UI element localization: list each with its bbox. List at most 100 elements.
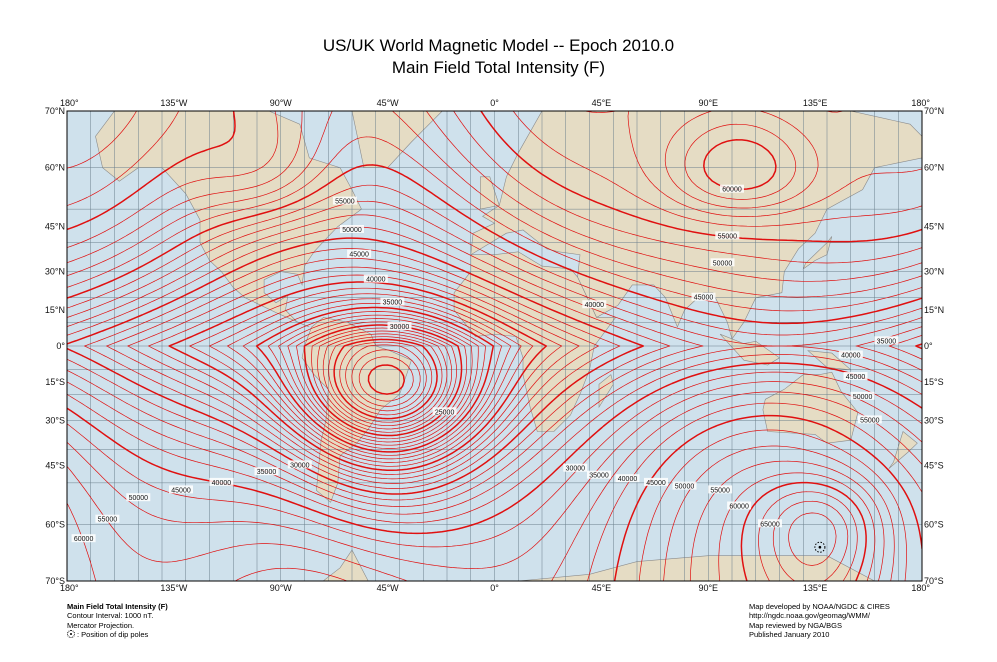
contour-line — [67, 164, 922, 535]
contour-label: 45000 — [347, 249, 372, 259]
contour-label-text: 55000 — [718, 233, 738, 240]
contour-label-bg — [254, 467, 279, 476]
contour-label-bg — [615, 474, 640, 483]
credit-published: Published January 2010 — [749, 630, 830, 640]
contour-label: 35000 — [380, 297, 405, 307]
credit-url: http://ngdc.noaa.gov/geomag/WMM/ — [749, 611, 870, 621]
contour-line — [84, 248, 621, 489]
lat-tick-label: 15°N — [45, 305, 65, 315]
dip-pole-legend-text: : Position of dip poles — [77, 630, 149, 640]
lat-tick-label: 15°N — [924, 305, 944, 315]
contour-label: 60000 — [720, 184, 744, 194]
contour-label-text: 60000 — [729, 504, 749, 511]
lon-tick-label: 135°E — [803, 583, 828, 593]
contour-label-text: 50000 — [713, 260, 733, 267]
contour-label-text: 35000 — [589, 473, 609, 480]
contour-label-text: 55000 — [860, 417, 880, 424]
contour-label-text: 45000 — [349, 252, 369, 259]
map-notes-left: Main Field Total Intensity (F) Contour I… — [67, 602, 168, 640]
lat-tick-label: 60°N — [45, 163, 65, 173]
contour-label-bg — [727, 501, 752, 510]
graticule-grid — [67, 111, 922, 581]
contour-label-text: 45000 — [646, 480, 666, 487]
contour-label: 55000 — [95, 514, 120, 524]
contour-label: 50000 — [126, 493, 151, 502]
contour-label-bg — [582, 300, 607, 309]
contour-line — [148, 274, 563, 475]
lat-tick-label: 70°S — [924, 576, 944, 586]
contour-line — [242, 302, 503, 456]
map-title-line-1: US/UK World Magnetic Model -- Epoch 2010… — [322, 36, 675, 55]
contour-line — [339, 341, 433, 416]
lon-tick-label: 45°W — [377, 98, 400, 108]
contour-label: 55000 — [708, 485, 733, 494]
contour-label: 55000 — [715, 231, 740, 240]
contour-line — [267, 311, 486, 449]
contour-label-text: 50000 — [853, 394, 873, 401]
lon-tick-label: 180° — [60, 583, 79, 593]
contour-label-text: 45000 — [694, 295, 714, 302]
lon-tick-label: 45°E — [592, 583, 612, 593]
contour-line — [664, 111, 885, 581]
contour-line — [317, 330, 453, 430]
contour-line — [703, 139, 867, 581]
contour-label-bg — [691, 292, 716, 301]
contour-label-bg — [95, 514, 120, 523]
contour-label-text: 60000 — [722, 187, 742, 194]
contour-label-text: 40000 — [212, 480, 232, 487]
contour-label-bg — [850, 391, 875, 400]
contour-label-bg — [720, 184, 744, 193]
contour-label-bg — [644, 477, 668, 486]
lat-tick-label: 30°S — [924, 415, 944, 425]
contour-label: 55000 — [857, 415, 882, 424]
credit-reviewed: Map reviewed by NGA/BGS — [749, 620, 842, 630]
contour-label: 45000 — [169, 485, 193, 494]
lat-tick-label: 45°N — [45, 222, 65, 232]
contour-label: 35000 — [874, 336, 899, 345]
contour-line — [322, 333, 448, 427]
lat-tick-label: 30°N — [45, 267, 65, 277]
contour-label: 25000 — [432, 407, 457, 416]
contour-line — [303, 324, 463, 437]
lon-tick-label: 135°W — [160, 98, 188, 108]
contour-label: 30000 — [387, 322, 412, 331]
lon-tick-label: 135°E — [803, 98, 828, 108]
contour-line — [67, 111, 922, 569]
contour-label-bg — [708, 485, 733, 494]
contour-label-bg — [387, 322, 412, 330]
contour-label: 30000 — [563, 463, 588, 473]
land-mass — [802, 236, 833, 270]
contour-label: 50000 — [672, 481, 697, 491]
contour-label-bg — [857, 415, 882, 424]
lat-tick-label: 70°S — [45, 576, 65, 586]
contour-label-bg — [340, 225, 364, 233]
lat-tick-label: 30°N — [924, 267, 944, 277]
contour-line — [311, 327, 457, 433]
contour-line — [255, 306, 495, 453]
contour-label-text: 40000 — [585, 302, 605, 309]
contour-label: 45000 — [644, 477, 668, 487]
dip-pole-icon — [67, 630, 75, 639]
contour-label: 50000 — [850, 391, 875, 401]
contour-line — [351, 349, 421, 407]
contour-label: 60000 — [727, 501, 752, 511]
contour-label-bg — [874, 336, 899, 345]
contour-line — [358, 356, 414, 402]
lat-tick-label: 70°N — [924, 106, 944, 116]
contour-label-text: 35000 — [257, 469, 277, 476]
lat-tick-label: 0° — [56, 341, 65, 351]
contour-label: 35000 — [254, 467, 279, 476]
contour-label-bg — [347, 249, 372, 258]
contour-label-bg — [363, 274, 388, 283]
contour-interval-note: Contour Interval: 1000 nT. — [67, 611, 154, 621]
contour-label-text: 55000 — [710, 487, 730, 494]
dip-pole-markers — [814, 541, 826, 553]
contour-label-text: 35000 — [877, 338, 897, 345]
contour-line — [345, 344, 427, 412]
contour-label: 40000 — [582, 300, 607, 309]
lat-tick-label: 60°N — [924, 163, 944, 173]
contour-line — [168, 281, 548, 472]
contour-label-text: 65000 — [760, 521, 780, 528]
map-notes-right: Map developed by NOAA/NGDC & CIRES http:… — [749, 602, 890, 640]
